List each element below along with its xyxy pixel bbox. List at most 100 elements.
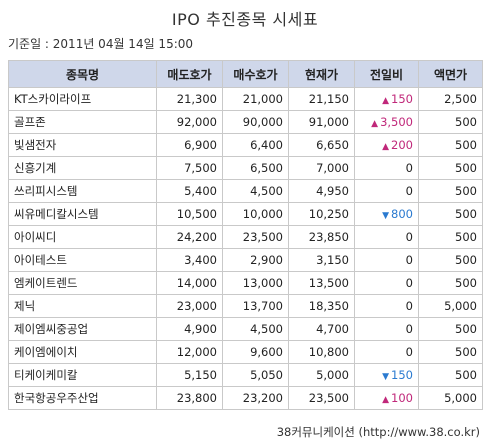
ask-price-cell: 14,000 — [156, 271, 223, 295]
current-price-cell: 91,000 — [288, 110, 355, 134]
stock-name-cell: 티케이케미칼 — [8, 363, 157, 387]
current-price-cell: 6,650 — [288, 133, 355, 157]
par-value-cell: 500 — [418, 363, 483, 387]
stock-name-cell: 골프존 — [8, 110, 157, 134]
stock-name-cell: 제이엠씨중공업 — [8, 317, 157, 341]
col-header-change: 전일비 — [354, 60, 419, 88]
table-row: 빛샘전자 6,900 6,400 6,650 ▲ 200 500 — [8, 133, 483, 157]
ask-price-cell: 92,000 — [156, 110, 223, 134]
ask-price-cell: 5,400 — [156, 179, 223, 203]
par-value-cell: 500 — [418, 202, 483, 226]
up-triangle-icon: ▲ — [382, 395, 390, 405]
table-row: 제이엠씨중공업 4,900 4,500 4,700 0 500 — [8, 317, 483, 341]
ask-price-cell: 6,900 — [156, 133, 223, 157]
ask-price-cell: 5,150 — [156, 363, 223, 387]
table-row: 케이엠에이치 12,000 9,600 10,800 0 500 — [8, 340, 483, 364]
table-row: 아이씨디 24,200 23,500 23,850 0 500 — [8, 225, 483, 249]
ask-price-cell: 3,400 — [156, 248, 223, 272]
change-value: 0 — [405, 276, 413, 290]
change-cell: ▲ 150 — [354, 87, 419, 111]
stock-name-cell: 빛샘전자 — [8, 133, 157, 157]
change-value: 3,500 — [380, 115, 413, 129]
change-value: 800 — [391, 207, 413, 221]
table-header-row: 종목명 매도호가 매수호가 현재가 전일비 액면가 — [8, 60, 483, 88]
par-value-cell: 500 — [418, 110, 483, 134]
bid-price-cell: 21,000 — [222, 87, 289, 111]
stock-name-cell: 한국항공우주산업 — [8, 386, 157, 410]
change-value: 0 — [405, 230, 413, 244]
par-value-cell: 500 — [418, 225, 483, 249]
change-value: 100 — [391, 391, 413, 405]
current-price-cell: 13,500 — [288, 271, 355, 295]
change-value: 200 — [391, 138, 413, 152]
par-value-cell: 5,000 — [418, 386, 483, 410]
table-row: 골프존 92,000 90,000 91,000 ▲ 3,500 500 — [8, 110, 483, 134]
current-price-cell: 18,350 — [288, 294, 355, 318]
current-price-cell: 7,000 — [288, 156, 355, 180]
table-row: 씨유메디칼시스템 10,500 10,000 10,250 ▼ 800 500 — [8, 202, 483, 226]
current-price-cell: 23,500 — [288, 386, 355, 410]
change-cell: ▼ 150 — [354, 363, 419, 387]
change-value: 0 — [405, 184, 413, 198]
table-row: 제닉 23,000 13,700 18,350 0 5,000 — [8, 294, 483, 318]
table-row: 신흥기계 7,500 6,500 7,000 0 500 — [8, 156, 483, 180]
change-cell: ▲ 100 — [354, 386, 419, 410]
change-value: 0 — [405, 299, 413, 313]
table-row: 티케이케미칼 5,150 5,050 5,000 ▼ 150 500 — [8, 363, 483, 387]
stock-name-cell: KT스카이라이프 — [8, 87, 157, 111]
ipo-price-table: 종목명 매도호가 매수호가 현재가 전일비 액면가 KT스카이라이프 21,300… — [8, 60, 483, 410]
current-price-cell: 21,150 — [288, 87, 355, 111]
col-header-price: 현재가 — [288, 60, 355, 88]
change-cell: 0 — [354, 317, 419, 341]
change-cell: 0 — [354, 225, 419, 249]
change-cell: ▼ 800 — [354, 202, 419, 226]
change-cell: 0 — [354, 179, 419, 203]
ask-price-cell: 24,200 — [156, 225, 223, 249]
page-title: IPO 추진종목 시세표 — [171, 10, 319, 29]
footer-source: 38커뮤니케이션 (http://www.38.co.kr) — [276, 425, 480, 439]
change-cell: 0 — [354, 156, 419, 180]
current-price-cell: 3,150 — [288, 248, 355, 272]
col-header-par: 액면가 — [418, 60, 483, 88]
par-value-cell: 5,000 — [418, 294, 483, 318]
par-value-cell: 2,500 — [418, 87, 483, 111]
current-price-cell: 23,850 — [288, 225, 355, 249]
bid-price-cell: 23,200 — [222, 386, 289, 410]
bid-price-cell: 6,400 — [222, 133, 289, 157]
ask-price-cell: 23,000 — [156, 294, 223, 318]
change-cell: 0 — [354, 294, 419, 318]
par-value-cell: 500 — [418, 271, 483, 295]
change-value: 0 — [405, 345, 413, 359]
bid-price-cell: 2,900 — [222, 248, 289, 272]
ask-price-cell: 21,300 — [156, 87, 223, 111]
change-value: 0 — [405, 253, 413, 267]
par-value-cell: 500 — [418, 133, 483, 157]
down-triangle-icon: ▼ — [382, 211, 390, 221]
stock-name-cell: 제닉 — [8, 294, 157, 318]
current-price-cell: 4,700 — [288, 317, 355, 341]
bid-price-cell: 13,000 — [222, 271, 289, 295]
bid-price-cell: 10,000 — [222, 202, 289, 226]
up-triangle-icon: ▲ — [382, 96, 390, 106]
bid-price-cell: 9,600 — [222, 340, 289, 364]
table-row: 아이테스트 3,400 2,900 3,150 0 500 — [8, 248, 483, 272]
down-triangle-icon: ▼ — [382, 372, 390, 382]
stock-name-cell: 케이엠에이치 — [8, 340, 157, 364]
stock-name-cell: 아이테스트 — [8, 248, 157, 272]
stock-name-cell: 아이씨디 — [8, 225, 157, 249]
bid-price-cell: 5,050 — [222, 363, 289, 387]
ask-price-cell: 23,800 — [156, 386, 223, 410]
par-value-cell: 500 — [418, 248, 483, 272]
current-price-cell: 10,800 — [288, 340, 355, 364]
bid-price-cell: 13,700 — [222, 294, 289, 318]
bid-price-cell: 90,000 — [222, 110, 289, 134]
change-cell: 0 — [354, 248, 419, 272]
bid-price-cell: 4,500 — [222, 317, 289, 341]
col-header-name: 종목명 — [8, 60, 157, 88]
table-row: KT스카이라이프 21,300 21,000 21,150 ▲ 150 2,500 — [8, 87, 483, 111]
ask-price-cell: 7,500 — [156, 156, 223, 180]
stock-name-cell: 신흥기계 — [8, 156, 157, 180]
col-header-bid: 매수호가 — [222, 60, 289, 88]
table-row: 엠케이트렌드 14,000 13,000 13,500 0 500 — [8, 271, 483, 295]
change-cell: 0 — [354, 340, 419, 364]
